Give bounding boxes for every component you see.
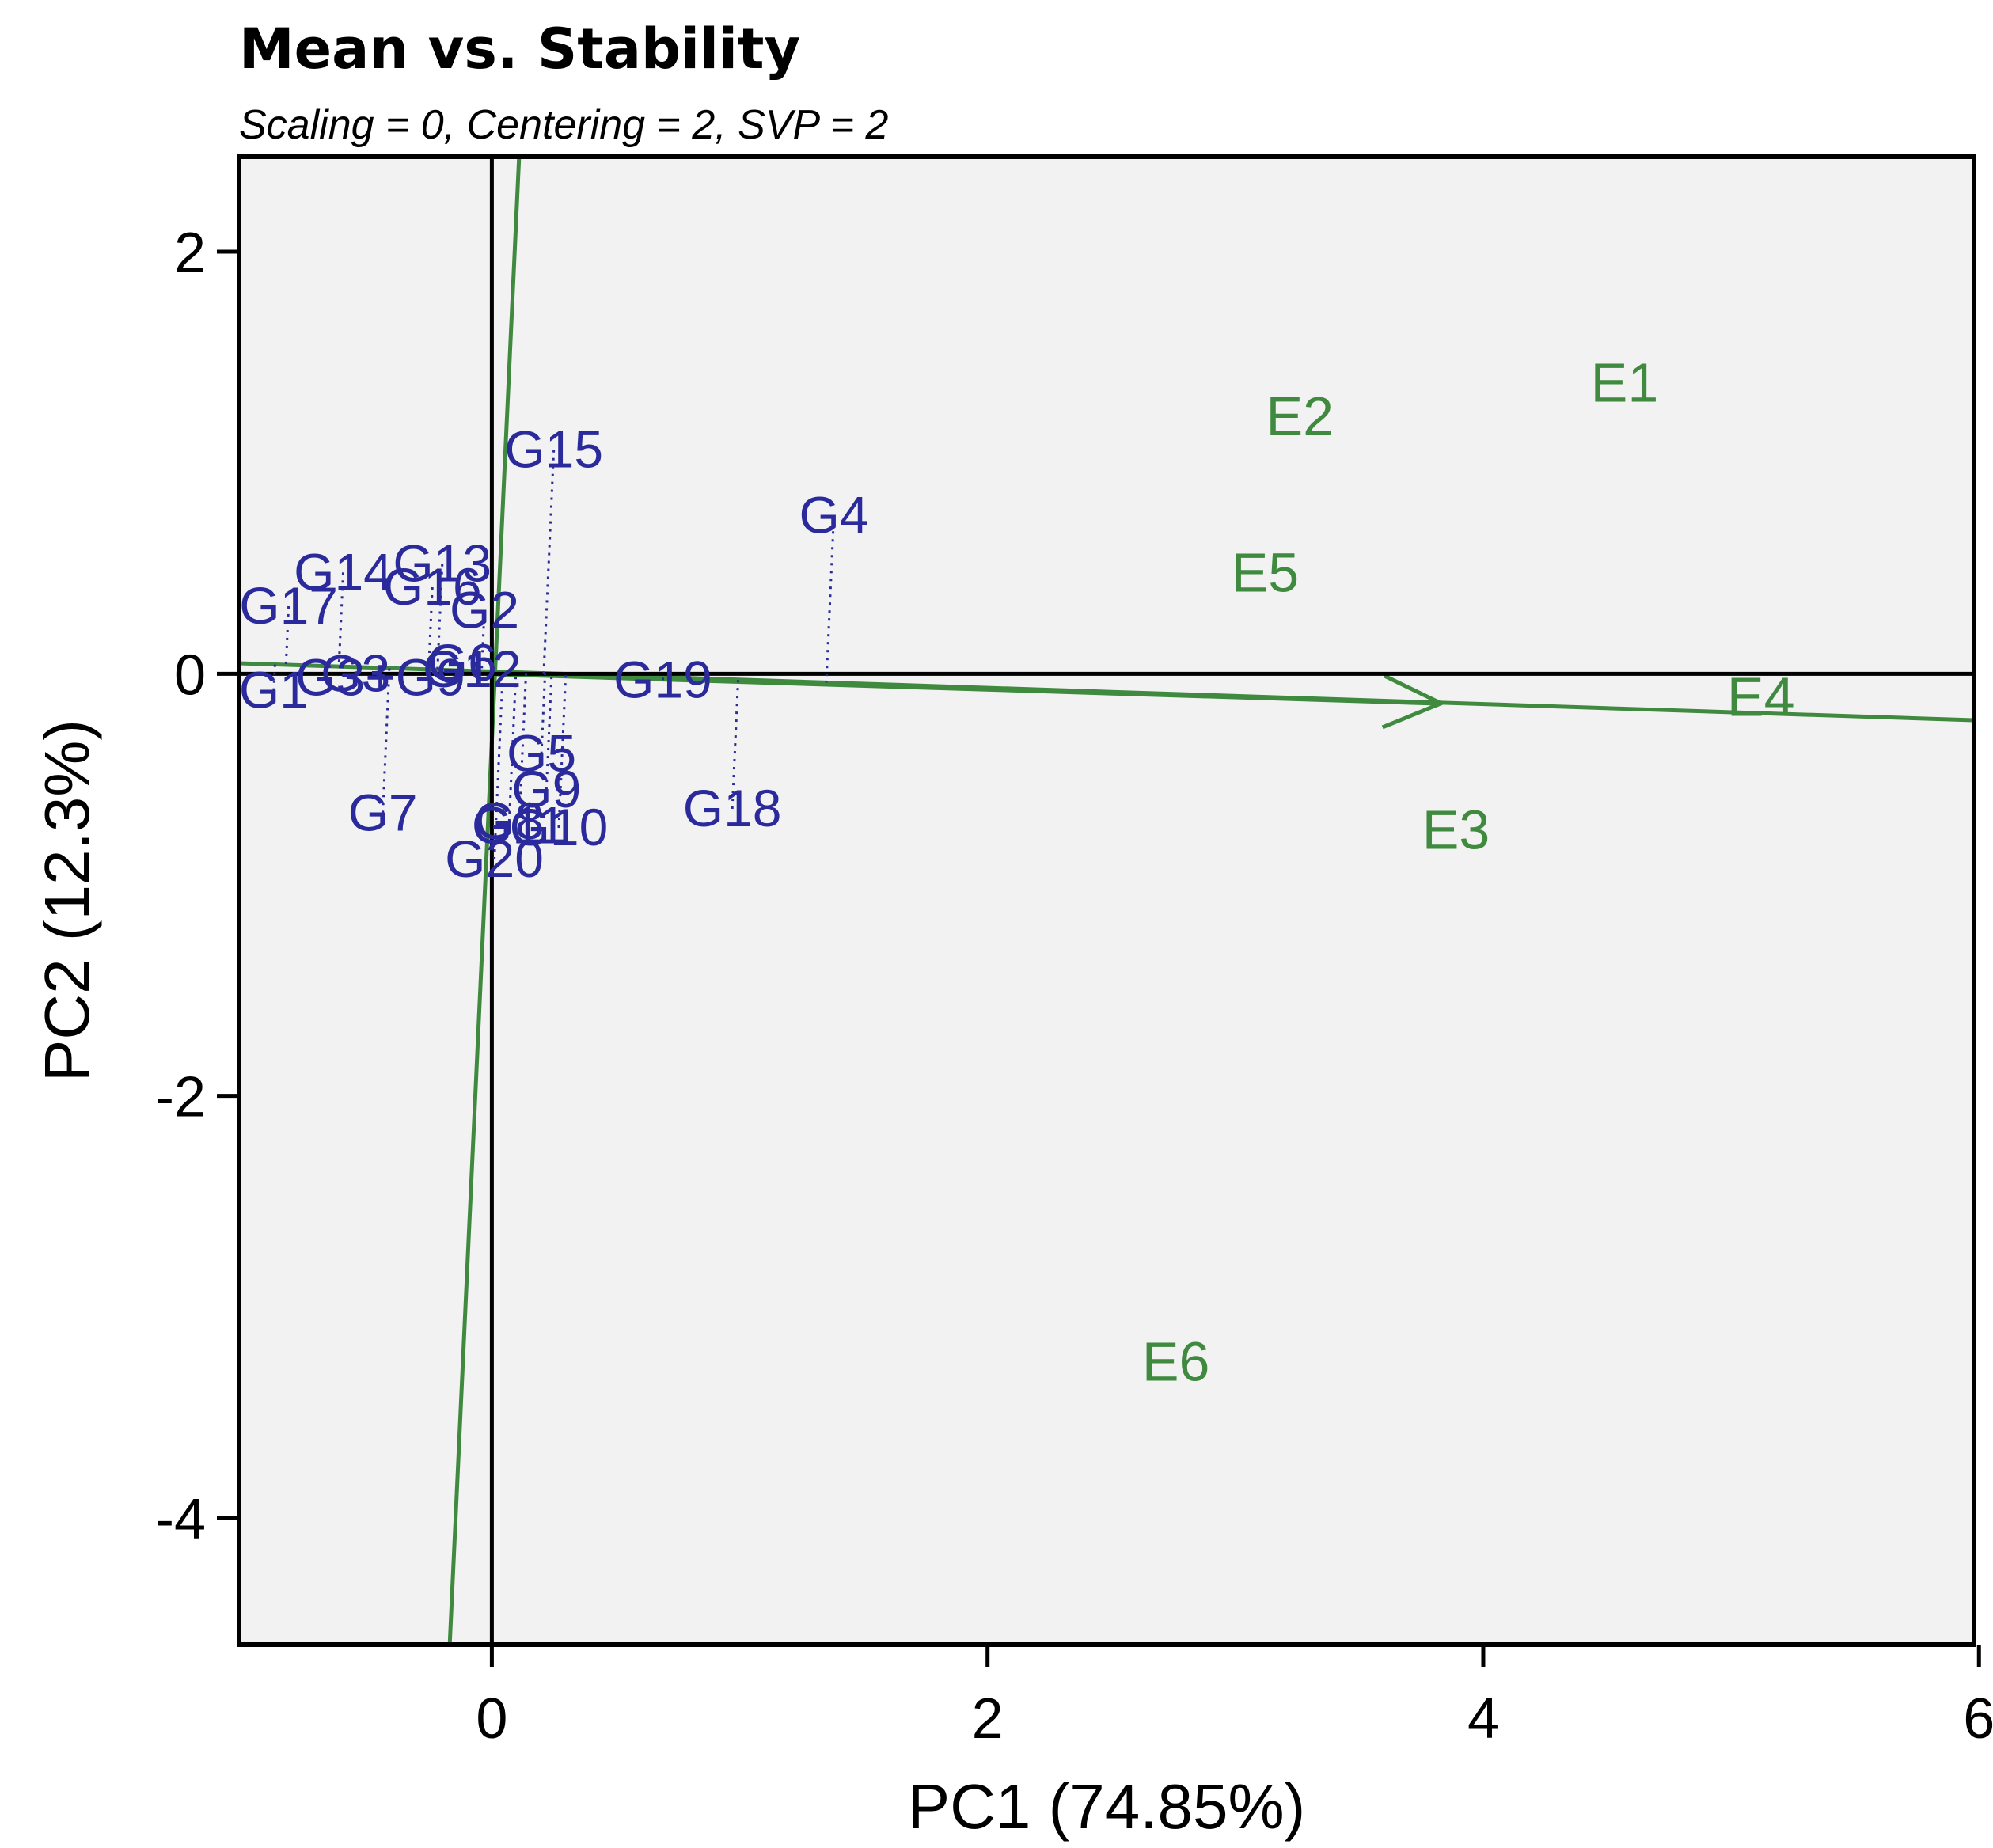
- y-tick-label-0: 0: [174, 643, 206, 707]
- environment-label-e3: E3: [1422, 799, 1490, 861]
- genotype-label-g16: G16: [383, 557, 482, 616]
- aec-arrow-shaft: [492, 671, 1441, 706]
- y-tick-label--4: -4: [155, 1488, 206, 1551]
- projection-line-g9: [545, 673, 553, 791]
- projection-line-g7: [382, 668, 391, 814]
- projection-line-g16: [427, 586, 434, 670]
- plot-area: [239, 157, 1974, 1645]
- environment-label-e2: E2: [1266, 385, 1334, 447]
- genotype-label-g10: G10: [510, 798, 609, 856]
- genotype-label-g2: G2: [450, 580, 519, 639]
- genotype-label-g17: G17: [239, 576, 338, 635]
- genotype-label-g20: G20: [445, 829, 544, 888]
- y-tick-label-2: 2: [174, 222, 206, 285]
- genotype-label-g13: G13: [393, 534, 492, 593]
- aec-arrow-head: [1381, 674, 1446, 730]
- projection-line-g8: [507, 672, 518, 822]
- environment-label-e6: E6: [1142, 1331, 1210, 1393]
- y-tick-label--2: -2: [155, 1066, 206, 1129]
- chart-subtitle: Scaling = 0, Centering = 2, SVP = 2: [239, 102, 889, 148]
- aec-ordinate-line: [447, 156, 522, 1645]
- genotype-label-g4: G4: [799, 485, 869, 544]
- environment-label-e4: E4: [1727, 666, 1795, 728]
- environment-label-e1: E1: [1591, 351, 1659, 413]
- genotype-label-g11: G11: [472, 795, 567, 854]
- projection-line-g11: [518, 672, 528, 826]
- projection-line-g18: [731, 679, 740, 810]
- genotype-label-g7: G7: [348, 783, 418, 841]
- x-tick-label-2: 2: [972, 1687, 1004, 1751]
- genotype-label-g1: G1: [239, 661, 309, 719]
- genotype-label-g15: G15: [504, 420, 603, 479]
- genotype-label-g5: G5: [507, 724, 576, 783]
- x-tick-label-0: 0: [476, 1687, 507, 1751]
- x-tick-label-6: 6: [1963, 1687, 1993, 1751]
- projection-line-g13: [436, 564, 444, 670]
- y-axis-title: PC2 (12.3%): [32, 719, 102, 1082]
- projection-line-g5: [540, 673, 547, 754]
- genotype-label-g19: G19: [613, 650, 712, 708]
- genotype-label-g12: G12: [423, 639, 522, 698]
- guide-layer: [238, 156, 1975, 1645]
- genotype-label-g3: G3: [321, 643, 390, 702]
- projection-line-g10: [557, 674, 568, 829]
- genotype-label-g6: G6: [427, 633, 497, 692]
- environment-label-e5: E5: [1232, 541, 1300, 603]
- chart-title: Mean vs. Stability: [239, 17, 800, 82]
- genotype-label-g9: G9: [511, 760, 581, 818]
- genotype-label-g14: G14: [294, 542, 393, 601]
- axis-layer: 0 2 4 6 2 0 -2 -4: [155, 222, 1993, 1751]
- projection-line-g15: [542, 450, 556, 674]
- plot-frame: [237, 154, 1976, 1647]
- projection-line-g17: [284, 605, 290, 666]
- projection-line-g2: [480, 610, 486, 672]
- genotype-label-g8: G8: [474, 791, 544, 850]
- x-tick-label-4: 4: [1467, 1687, 1499, 1751]
- x-axis-title: PC1 (74.85%): [908, 1771, 1305, 1842]
- genotype-label-g18: G18: [683, 779, 782, 837]
- genotype-label-g3-g9: G3+G9: [295, 648, 465, 707]
